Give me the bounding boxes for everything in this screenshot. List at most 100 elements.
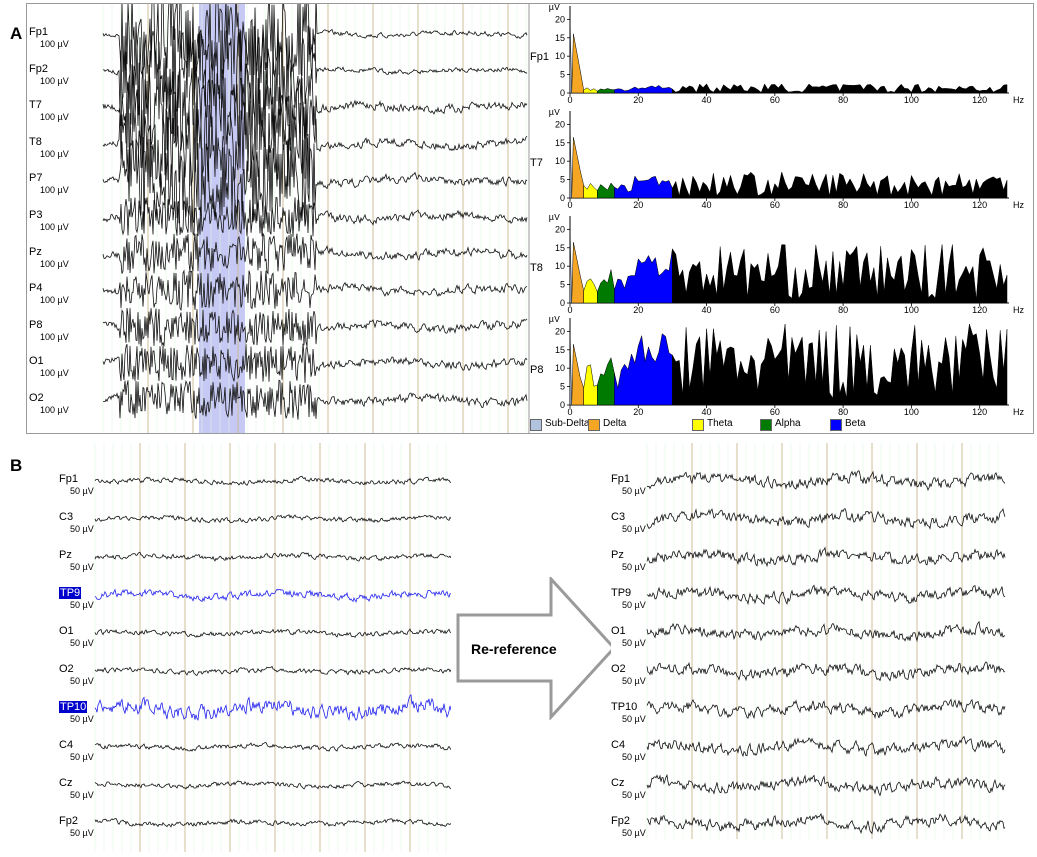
scale-label: 50 µV bbox=[70, 562, 94, 572]
spectrum-band-area bbox=[571, 344, 584, 406]
spectrum-xunit: Hz bbox=[1013, 95, 1024, 104]
channel-label-p7: P7 bbox=[29, 172, 43, 185]
panel-label-b: B bbox=[10, 456, 23, 475]
channel-label-p8: P8 bbox=[29, 318, 43, 331]
scale-label: 50 µV bbox=[622, 714, 646, 724]
spectrum-channel-label: T7 bbox=[530, 157, 543, 169]
spectrum-band-area bbox=[583, 364, 598, 406]
eeg-trace-c3 bbox=[94, 514, 452, 524]
band-legend: Sub-Delta Delta Theta Alpha Beta bbox=[530, 416, 1030, 432]
channel-label-o2: O2 bbox=[29, 392, 44, 404]
spectrum-ytick: 15 bbox=[555, 345, 565, 355]
spectrum-ytick: 0 bbox=[560, 400, 565, 410]
spectrum-xtick: 120 bbox=[972, 407, 987, 416]
scale-label: 100 µV bbox=[40, 222, 69, 232]
spectrum-xtick: 0 bbox=[567, 305, 572, 314]
eeg-trace-o2 bbox=[646, 661, 1006, 682]
spectrum-ytick: 0 bbox=[560, 193, 565, 203]
legend-swatch-alpha bbox=[760, 419, 772, 431]
spectrum-ytick: 10 bbox=[555, 363, 565, 373]
eeg-traces-a bbox=[102, 4, 530, 433]
legend-swatch-sub-delta bbox=[530, 419, 542, 431]
spectrum-t8: 0 5 10 15 20 µV 0 20 40 60 80 100 120 Hz T8 bbox=[530, 214, 1024, 314]
spectrum-band-area bbox=[672, 244, 1008, 304]
spectrum-xtick: 100 bbox=[904, 200, 919, 209]
spectrum-ytick: 10 bbox=[555, 51, 565, 61]
spectrum-band-area bbox=[571, 33, 584, 94]
scale-label: 50 µV bbox=[622, 676, 646, 686]
spectrum-unit-label: µV bbox=[549, 316, 560, 324]
spectrum-xtick: 0 bbox=[567, 200, 572, 209]
scale-label: 50 µV bbox=[622, 562, 646, 572]
scale-label: 50 µV bbox=[70, 600, 94, 610]
spectrum-ytick: 15 bbox=[555, 243, 565, 253]
spectrum-xtick: 60 bbox=[770, 95, 780, 104]
scale-label: 100 µV bbox=[40, 185, 69, 196]
spectrum-band-area bbox=[583, 87, 598, 94]
spectrum-ytick: 0 bbox=[560, 88, 565, 98]
spectrum-band-area bbox=[571, 242, 584, 304]
eeg-trace-a-pz bbox=[102, 232, 528, 275]
eeg-trace-fp2 bbox=[94, 818, 452, 828]
spectrum-ytick: 10 bbox=[555, 261, 565, 271]
spectrum-band-area bbox=[672, 171, 1008, 199]
scale-label: 50 µV bbox=[622, 752, 646, 762]
eeg-traces-before bbox=[59, 443, 452, 852]
spectrum-band-area bbox=[672, 323, 1008, 406]
legend-label-theta: Theta bbox=[707, 418, 733, 429]
eeg-trace-a-p4 bbox=[102, 269, 528, 312]
channel-label-fp1: Fp1 bbox=[29, 26, 48, 38]
eeg-trace-a-t7 bbox=[102, 62, 528, 153]
spectrum-xunit: Hz bbox=[1013, 200, 1024, 209]
spectrum-xtick: 60 bbox=[770, 200, 780, 209]
eeg-trace-o1 bbox=[94, 628, 452, 639]
spectrum-ytick: 5 bbox=[560, 70, 565, 80]
eeg-trace-a-p3 bbox=[102, 196, 528, 237]
eeg-trace-a-fp1 bbox=[102, 4, 528, 79]
channel-label-tp9: TP9 bbox=[59, 587, 82, 599]
panel-label-a: A bbox=[10, 24, 23, 43]
channel-label-tp10: TP10 bbox=[59, 701, 88, 713]
spectrum-xunit: Hz bbox=[1013, 305, 1024, 314]
spectrum-xtick: 120 bbox=[972, 95, 987, 104]
spectrum-xtick: 100 bbox=[904, 95, 919, 104]
spectrum-band-area bbox=[571, 137, 584, 199]
eeg-before-rereference: Fp1 50 µV C3 50 µV Pz 50 µV TP9 50 µV O1 50 µV O2 5… bbox=[59, 443, 452, 852]
eeg-trace-tp10 bbox=[646, 698, 1006, 720]
eeg-trace-fp1 bbox=[94, 475, 452, 486]
spectrum-band-area bbox=[614, 175, 673, 199]
legend-swatch-beta bbox=[830, 419, 842, 431]
spectrum-xtick: 40 bbox=[702, 407, 712, 416]
eeg-recording-a: Fp1 100 µV Fp2 100 µV T7 100 µV T8 100 µV P7 100 … bbox=[27, 4, 530, 433]
scale-label: 50 µV bbox=[622, 790, 646, 800]
spectrum-unit-label: µV bbox=[549, 109, 560, 117]
eeg-trace-o2 bbox=[94, 665, 452, 676]
spectrum-band-area bbox=[597, 88, 615, 94]
eeg-trace-tp10 bbox=[94, 694, 452, 722]
eeg-trace-fp1 bbox=[646, 470, 1006, 491]
channel-label-fp2: Fp2 bbox=[611, 815, 630, 827]
panel-a: Fp1 100 µV Fp2 100 µV T7 100 µV T8 100 µV P7 100 … bbox=[26, 3, 1034, 434]
scale-label: 50 µV bbox=[70, 714, 94, 724]
spectrum-ytick: 20 bbox=[555, 326, 565, 336]
spectrum-xtick: 80 bbox=[838, 407, 848, 416]
spectrum-channel-label: T8 bbox=[530, 262, 543, 274]
rereference-arrow-icon bbox=[456, 577, 617, 720]
spectrum-xtick: 0 bbox=[567, 407, 572, 416]
eeg-trace-c4 bbox=[646, 735, 1006, 758]
scale-label: 50 µV bbox=[622, 486, 646, 496]
spectrum-band-area bbox=[672, 83, 1008, 94]
spectrum-ytick: 15 bbox=[555, 138, 565, 148]
legend-label-delta: Delta bbox=[603, 418, 627, 429]
scale-label: 100 µV bbox=[40, 331, 69, 342]
spectrum-band-area bbox=[569, 15, 572, 94]
eeg-trace-a-o1 bbox=[102, 343, 528, 383]
scale-label: 50 µV bbox=[70, 676, 94, 686]
legend-label-beta: Beta bbox=[845, 418, 866, 429]
scale-label: 50 µV bbox=[70, 828, 94, 838]
spectrum-band-area bbox=[569, 120, 572, 199]
channel-label-tp9: TP9 bbox=[611, 587, 632, 599]
scale-label: 50 µV bbox=[70, 790, 94, 800]
spectrum-ytick: 20 bbox=[555, 119, 565, 129]
eeg-trace-tp9 bbox=[94, 588, 452, 603]
